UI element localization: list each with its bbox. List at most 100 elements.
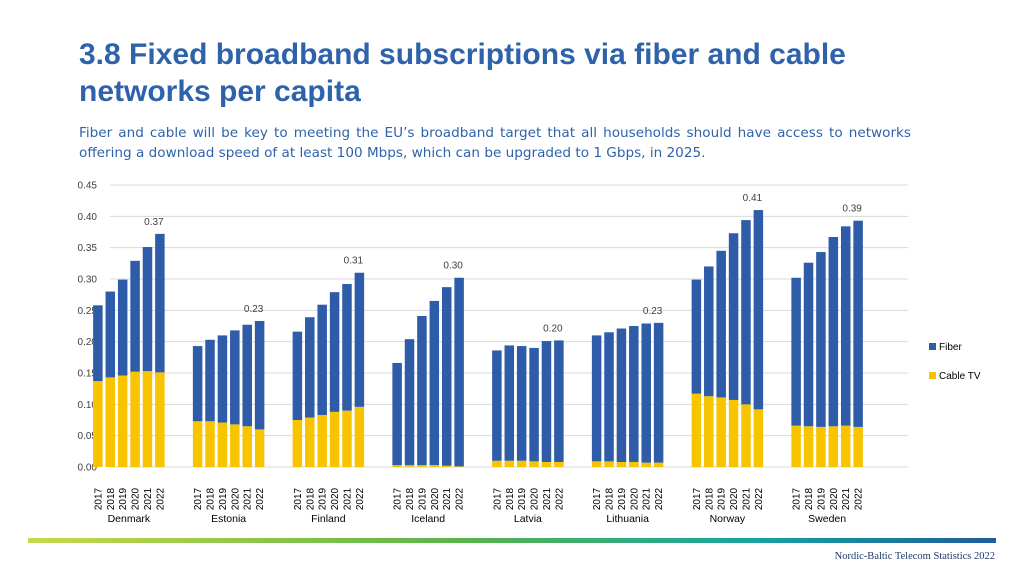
bar-cable bbox=[492, 460, 502, 467]
chart-subtitle: Fiber and cable will be key to meeting t… bbox=[79, 125, 911, 161]
chart-title: 3.8 Fixed broadband subscriptions via fi… bbox=[79, 38, 846, 108]
bar-fiber bbox=[230, 330, 240, 425]
bar-cable bbox=[117, 375, 128, 467]
bar-fiber bbox=[441, 287, 452, 466]
x-tick-year: 2018 bbox=[206, 487, 217, 510]
legend-swatch bbox=[929, 343, 936, 350]
bar-cable bbox=[516, 460, 527, 467]
x-tick-year: 2021 bbox=[642, 487, 653, 510]
y-tick-label: 0.25 bbox=[78, 306, 98, 317]
bar-cable bbox=[317, 414, 327, 467]
bar-cable bbox=[840, 425, 851, 467]
y-axis: 0.00 0.05 0.10 0.15 0.20 0.25 0.30 0.35 0.40 0.45 bbox=[78, 181, 98, 474]
footer-source: Nordic-Baltic Telecom Statistics 2022 bbox=[834, 551, 995, 562]
bar-fiber bbox=[853, 220, 863, 427]
data-label-total: 0.23 bbox=[643, 306, 663, 317]
bar-cable bbox=[816, 426, 826, 467]
x-tick-year: 2018 bbox=[505, 487, 516, 510]
bar-fiber bbox=[828, 237, 839, 427]
bar-cable bbox=[142, 371, 153, 467]
x-category-label: Estonia bbox=[211, 513, 246, 525]
bar-fiber bbox=[516, 346, 527, 461]
x-tick-year: 2018 bbox=[704, 487, 715, 510]
bar-fiber bbox=[142, 247, 153, 372]
x-tick-year: 2022 bbox=[554, 487, 565, 510]
x-category-label: Latvia bbox=[514, 513, 542, 525]
data-label-total: 0.37 bbox=[144, 217, 164, 228]
bar-fiber bbox=[404, 339, 415, 466]
data-label-total: 0.41 bbox=[743, 193, 763, 204]
bar-cable bbox=[404, 465, 415, 467]
bar-cable bbox=[305, 417, 315, 467]
x-tick-year: 2021 bbox=[143, 487, 154, 510]
bar-fiber bbox=[691, 279, 702, 394]
x-tick-year: 2020 bbox=[330, 487, 341, 510]
x-tick-year: 2019 bbox=[118, 487, 129, 510]
bar-fiber bbox=[292, 331, 303, 420]
legend: Fiber Cable TV bbox=[929, 342, 981, 382]
y-tick-label: 0.40 bbox=[78, 212, 98, 223]
legend-label: Fiber bbox=[939, 342, 962, 353]
x-tick-year: 2018 bbox=[405, 487, 416, 510]
bar-cable bbox=[93, 381, 103, 467]
x-tick-year: 2017 bbox=[93, 487, 104, 510]
y-tick-label: 0.00 bbox=[78, 463, 98, 474]
data-label-total: 0.23 bbox=[244, 304, 264, 315]
x-tick-year: 2022 bbox=[355, 487, 366, 510]
x-tick-year: 2022 bbox=[854, 487, 865, 510]
x-tick-year: 2018 bbox=[605, 487, 616, 510]
bar-cable bbox=[205, 421, 215, 467]
bar-fiber bbox=[641, 323, 651, 463]
x-tick-year: 2020 bbox=[530, 487, 541, 510]
bar-fiber bbox=[741, 220, 751, 405]
x-tick-year: 2022 bbox=[255, 487, 266, 510]
bar-fiber bbox=[254, 320, 265, 430]
x-tick-year: 2017 bbox=[293, 487, 304, 510]
bar-fiber bbox=[728, 233, 739, 400]
x-tick-year: 2017 bbox=[492, 487, 503, 510]
x-category-label: Finland bbox=[311, 513, 346, 525]
bar-fiber bbox=[155, 233, 165, 373]
y-tick-label: 0.05 bbox=[78, 431, 98, 442]
bar-cable bbox=[741, 404, 751, 467]
x-tick-year: 2022 bbox=[155, 487, 166, 510]
x-tick-year: 2022 bbox=[455, 487, 466, 510]
bar-cable bbox=[454, 466, 464, 467]
bar-cable bbox=[392, 465, 402, 467]
y-tick-label: 0.20 bbox=[78, 337, 98, 348]
x-tick-year: 2021 bbox=[542, 487, 553, 510]
bar-fiber bbox=[716, 250, 726, 398]
bar-cable bbox=[629, 461, 639, 467]
x-tick-year: 2019 bbox=[617, 487, 628, 510]
bar-fiber bbox=[105, 291, 116, 378]
x-tick-year: 2017 bbox=[592, 487, 603, 510]
bar-cable bbox=[653, 462, 664, 467]
x-category-label: Lithuania bbox=[606, 513, 649, 525]
bar-cable bbox=[254, 429, 265, 467]
bar-cable bbox=[529, 461, 539, 467]
bar-fiber bbox=[130, 260, 140, 372]
bar-fiber bbox=[317, 304, 327, 415]
x-tick-year: 2020 bbox=[829, 487, 840, 510]
bar-fiber bbox=[791, 277, 801, 426]
y-tick-label: 0.45 bbox=[78, 181, 98, 192]
bar-cable bbox=[217, 422, 228, 467]
x-tick-year: 2021 bbox=[442, 487, 453, 510]
bar-fiber bbox=[417, 315, 427, 466]
bar-fiber bbox=[342, 284, 352, 411]
x-tick-year: 2017 bbox=[393, 487, 404, 510]
bar-cable bbox=[329, 411, 340, 467]
bar-fiber bbox=[541, 341, 552, 462]
bar-fiber bbox=[816, 252, 826, 427]
bar-cable bbox=[828, 426, 839, 467]
data-label-total: 0.20 bbox=[543, 323, 563, 334]
x-tick-year: 2018 bbox=[305, 487, 316, 510]
bar-cable bbox=[417, 465, 427, 467]
bar-cable bbox=[641, 462, 651, 467]
bar-cable bbox=[791, 425, 801, 467]
bar-cable bbox=[753, 409, 764, 467]
bar-cable bbox=[591, 461, 602, 467]
x-tick-year: 2017 bbox=[692, 487, 703, 510]
